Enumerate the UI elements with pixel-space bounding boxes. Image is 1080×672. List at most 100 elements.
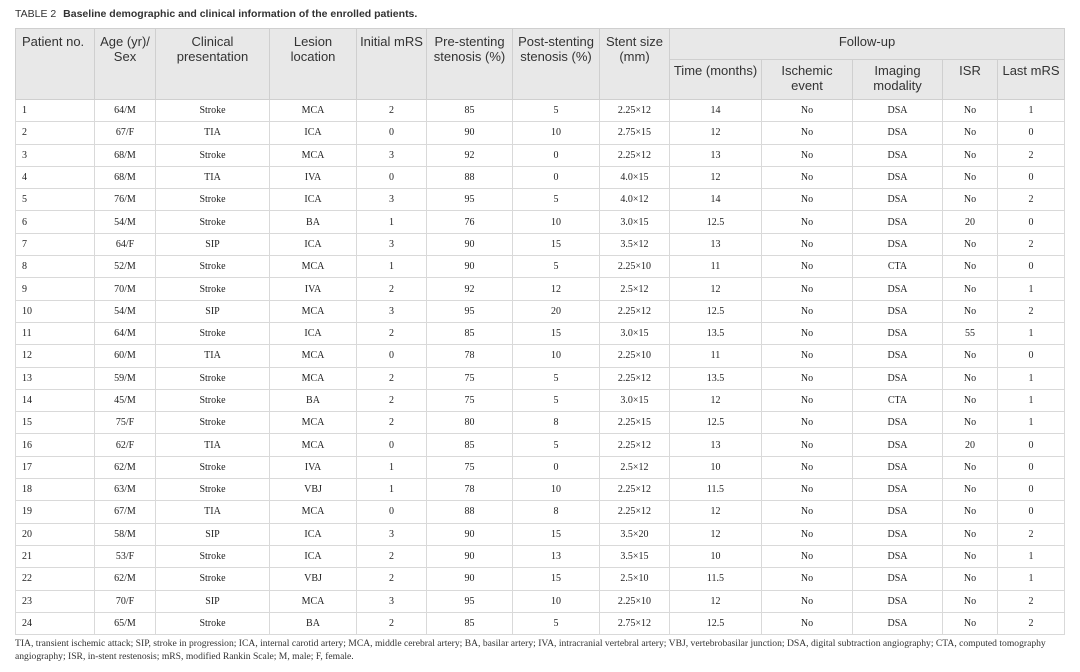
- table-cell: 3.0×15: [599, 210, 670, 234]
- table-cell: VBJ: [269, 478, 357, 502]
- table-cell: 85: [426, 433, 513, 457]
- table-cell: 3.0×15: [599, 321, 670, 346]
- table-cell: 12.5: [669, 210, 762, 234]
- table-cell: 54/M: [94, 299, 156, 323]
- table-cell: ICA: [269, 544, 357, 569]
- table-cell: 1: [356, 255, 427, 279]
- table-cell: 3: [356, 589, 427, 613]
- header-time: Time (months): [669, 59, 762, 100]
- table-row: 18 63/M Stroke VBJ 1 78 10 2.25×12 11.5 No DSA No 0: [15, 478, 1066, 502]
- table-cell: 15: [512, 522, 600, 546]
- table-cell: 10: [512, 121, 600, 145]
- table-cell: No: [761, 433, 853, 457]
- table-cell: IVA: [269, 277, 357, 301]
- table-row: 24 65/M Stroke BA 2 85 5 2.75×12 12.5 No DSA No 2: [15, 611, 1066, 636]
- table-cell: 64/M: [94, 321, 156, 346]
- header-follow-up: Follow-up: [668, 28, 1066, 60]
- table-cell: 15: [15, 411, 95, 435]
- header-isr: ISR: [942, 59, 998, 100]
- table-cell: 1: [996, 321, 1066, 346]
- table-cell: No: [761, 255, 853, 279]
- table-cell: No: [942, 455, 998, 480]
- table-cell: 14: [15, 388, 95, 413]
- table-cell: No: [761, 232, 853, 257]
- table-cell: No: [761, 388, 853, 413]
- table-cell: SIP: [155, 589, 270, 613]
- table-cell: ICA: [269, 188, 357, 212]
- table-cell: No: [761, 143, 853, 167]
- table-cell: 75: [426, 455, 513, 480]
- table-cell: No: [942, 522, 998, 546]
- table-cell: DSA: [852, 567, 943, 591]
- table-cell: 90: [426, 255, 513, 279]
- table-cell: 5: [512, 388, 600, 413]
- table-cell: No: [761, 478, 853, 502]
- table-cell: No: [942, 165, 998, 190]
- table-row: 7 64/F SIP ICA 3 90 15 3.5×12 13 No DSA No 2: [15, 232, 1066, 257]
- table-cell: No: [761, 589, 853, 613]
- header-lesion-location: Lesion location: [269, 28, 357, 100]
- table-cell: 2.25×12: [599, 143, 670, 167]
- table-cell: 65/M: [94, 611, 156, 636]
- table-cell: 13: [15, 366, 95, 390]
- header-stent-size: Stent size (mm): [599, 28, 670, 100]
- table-cell: 2: [996, 589, 1066, 613]
- table-cell: 90: [426, 544, 513, 569]
- table-cell: 18: [15, 478, 95, 502]
- table-cell: 20: [942, 433, 998, 457]
- table-cell: MCA: [269, 500, 357, 524]
- table-cell: 63/M: [94, 478, 156, 502]
- table-cell: CTA: [852, 255, 943, 279]
- table-cell: No: [761, 299, 853, 323]
- table-row: 12 60/M TIA MCA 0 78 10 2.25×10 11 No DSA No 0: [15, 344, 1066, 368]
- table-cell: 85: [426, 321, 513, 346]
- table-label: TABLE 2: [15, 8, 57, 20]
- table-cell: 2.25×12: [599, 366, 670, 390]
- table-cell: 0: [996, 433, 1066, 457]
- table-cell: 68/M: [94, 165, 156, 190]
- patient-table: Patient no. Age (yr)/ Sex Clinical prese…: [15, 28, 1066, 636]
- table-footnote: TIA, transient ischemic attack; SIP, str…: [15, 638, 1046, 662]
- table-cell: 60/M: [94, 344, 156, 368]
- table-cell: 0: [356, 165, 427, 190]
- table-cell: 1: [996, 366, 1066, 390]
- table-cell: TIA: [155, 500, 270, 524]
- table-cell: 0: [512, 143, 600, 167]
- table-cell: ICA: [269, 232, 357, 257]
- table-cell: 2.25×12: [599, 433, 670, 457]
- table-cell: No: [761, 455, 853, 480]
- table-cell: No: [942, 478, 998, 502]
- table-cell: 13: [512, 544, 600, 569]
- table-cell: 75: [426, 388, 513, 413]
- table-cell: 3: [15, 143, 95, 167]
- table-cell: 2.5×12: [599, 455, 670, 480]
- table-cell: 92: [426, 277, 513, 301]
- header-post-stenting: Post-stenting stenosis (%): [512, 28, 600, 100]
- table-cell: No: [942, 121, 998, 145]
- table-cell: 20: [942, 210, 998, 234]
- table-cell: 10: [512, 210, 600, 234]
- table-cell: 5: [512, 255, 600, 279]
- table-cell: No: [942, 277, 998, 301]
- table-cell: 11: [669, 255, 762, 279]
- table-cell: TIA: [155, 121, 270, 145]
- table-cell: BA: [269, 611, 357, 636]
- table-cell: 2: [356, 98, 427, 123]
- table-cell: 2: [356, 411, 427, 435]
- table-cell: 88: [426, 165, 513, 190]
- table-cell: 3: [356, 143, 427, 167]
- table-cell: 8: [512, 411, 600, 435]
- table-cell: 14: [669, 98, 762, 123]
- table-cell: 64/M: [94, 98, 156, 123]
- table-cell: TIA: [155, 433, 270, 457]
- table-cell: 5: [512, 433, 600, 457]
- table-cell: DSA: [852, 98, 943, 123]
- table-cell: 5: [512, 98, 600, 123]
- table-cell: 75/F: [94, 411, 156, 435]
- table-cell: 53/F: [94, 544, 156, 569]
- header-age-sex: Age (yr)/ Sex: [94, 28, 156, 100]
- table-cell: TIA: [155, 344, 270, 368]
- table-cell: 20: [15, 522, 95, 546]
- table-cell: 2.75×12: [599, 611, 670, 636]
- table-cell: 11.5: [669, 567, 762, 591]
